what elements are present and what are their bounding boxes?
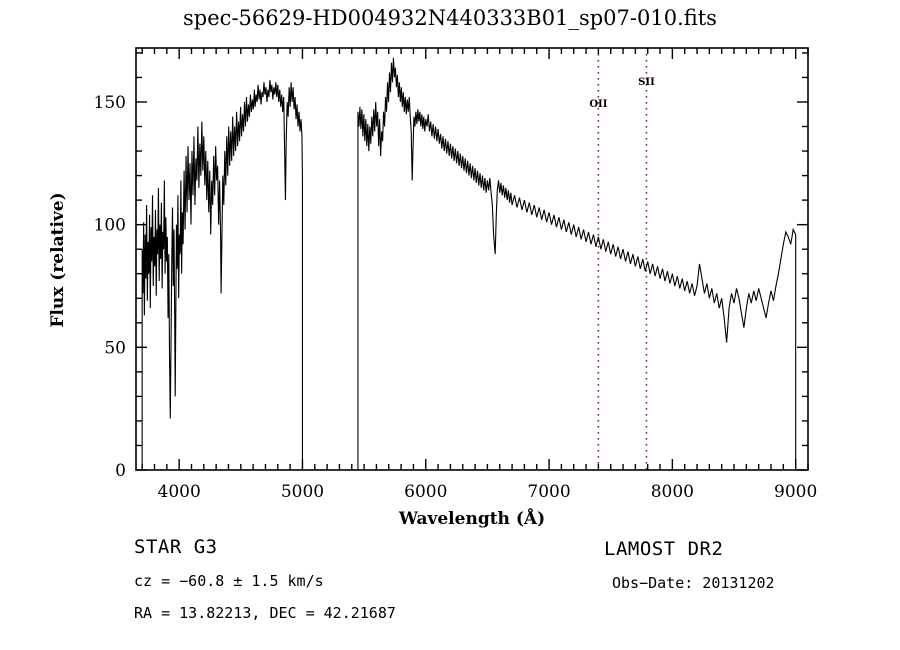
obs-date-label: Obs−Date: 20131202	[612, 574, 775, 592]
object-class-label: STAR G3	[134, 536, 218, 558]
y-tick-label: 150	[94, 93, 126, 113]
y-axis-label: Flux (relative)	[48, 192, 68, 328]
y-tick-label: 0	[115, 461, 126, 481]
spectrum-trace	[141, 79, 304, 470]
spectral-line-label: OII	[589, 99, 607, 110]
x-tick-label: 7000	[527, 482, 570, 502]
page-title: spec-56629-HD004932N440333B01_sp07-010.f…	[183, 6, 717, 30]
x-tick-label: 8000	[651, 482, 694, 502]
coordinates-label: RA = 13.82213, DEC = 42.21687	[134, 604, 396, 622]
x-tick-label: 6000	[404, 482, 447, 502]
x-tick-label: 9000	[774, 482, 817, 502]
spectral-line-label: SII	[638, 77, 655, 88]
x-tick-label: 5000	[281, 482, 324, 502]
x-tick-label: 4000	[158, 482, 201, 502]
spectrum-trace	[357, 57, 797, 470]
y-tick-label: 100	[94, 216, 126, 236]
y-tick-label: 50	[104, 338, 126, 358]
radial-velocity-label: cz = −60.8 ± 1.5 km/s	[134, 572, 324, 590]
plot-frame	[135, 47, 809, 471]
survey-label: LAMOST DR2	[604, 538, 724, 560]
x-axis-label: Wavelength (Å)	[398, 509, 546, 529]
